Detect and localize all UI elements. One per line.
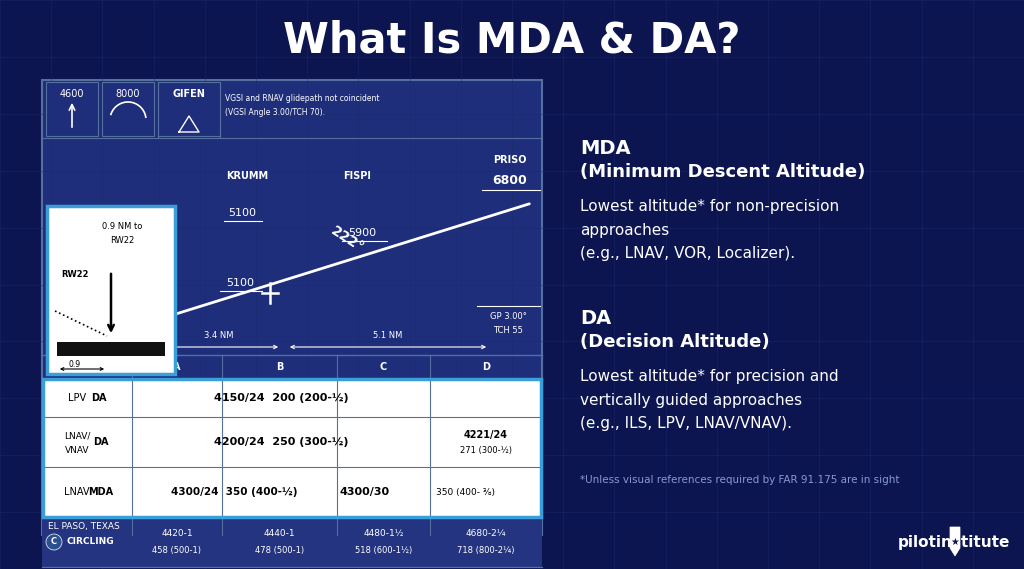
Text: 5.1 NM: 5.1 NM xyxy=(374,331,402,340)
Bar xyxy=(42,517,542,567)
Text: 5100: 5100 xyxy=(228,208,256,218)
Text: 4600: 4600 xyxy=(59,89,84,99)
Text: 4480-1½: 4480-1½ xyxy=(364,530,403,538)
Text: 5900: 5900 xyxy=(348,228,376,238)
Text: 4300/30: 4300/30 xyxy=(340,487,390,497)
Polygon shape xyxy=(950,527,961,556)
Bar xyxy=(42,379,542,417)
Text: pilotinstitute: pilotinstitute xyxy=(898,534,1010,550)
Text: *Unless visual references required by FAR 91.175 are in sight: *Unless visual references required by FA… xyxy=(580,475,899,485)
Text: (VGSI Angle 3.00/TCH 70).: (VGSI Angle 3.00/TCH 70). xyxy=(225,108,325,117)
Text: DA: DA xyxy=(93,437,109,447)
Bar xyxy=(42,517,542,567)
Text: (Minimum Descent Altitude): (Minimum Descent Altitude) xyxy=(580,163,865,181)
Text: C: C xyxy=(51,538,57,546)
Text: FISPI: FISPI xyxy=(343,171,371,181)
Bar xyxy=(42,80,542,535)
Text: What Is MDA & DA?: What Is MDA & DA? xyxy=(284,19,740,61)
Text: CATEGORY: CATEGORY xyxy=(58,362,116,372)
Text: A: A xyxy=(173,362,181,372)
Text: D: D xyxy=(482,362,490,372)
Text: 6800: 6800 xyxy=(493,174,527,187)
Text: 4420-1: 4420-1 xyxy=(161,530,193,538)
Text: DA: DA xyxy=(91,393,106,403)
Text: MDA: MDA xyxy=(580,138,631,158)
Text: 4680-2¼: 4680-2¼ xyxy=(466,530,506,538)
Text: 4150/24  200 (200-½): 4150/24 200 (200-½) xyxy=(214,393,348,403)
Text: 8000: 8000 xyxy=(116,89,140,99)
Bar xyxy=(47,206,175,374)
Text: 222°: 222° xyxy=(328,224,366,255)
Text: GIFEN: GIFEN xyxy=(173,89,206,99)
Bar xyxy=(158,82,220,136)
Text: 478 (500-1): 478 (500-1) xyxy=(255,546,304,555)
Text: KRUMM: KRUMM xyxy=(226,171,268,181)
Text: 0.9: 0.9 xyxy=(69,360,81,369)
Text: 5100: 5100 xyxy=(226,278,254,288)
Text: 3.4 NM: 3.4 NM xyxy=(204,331,233,340)
Text: 6 NM: 6 NM xyxy=(117,331,139,340)
Text: 4440-1: 4440-1 xyxy=(264,530,295,538)
Text: (Decision Altitude): (Decision Altitude) xyxy=(580,333,770,351)
Text: DA: DA xyxy=(580,308,611,328)
Bar xyxy=(42,417,542,467)
Text: LNAV/: LNAV/ xyxy=(63,431,90,440)
Text: ★: ★ xyxy=(950,537,959,547)
Bar xyxy=(42,467,542,517)
Text: 0.9 NM to: 0.9 NM to xyxy=(101,221,142,230)
Text: RW22: RW22 xyxy=(61,270,89,278)
Text: CIRCLING: CIRCLING xyxy=(67,538,114,546)
Text: 718 (800-2¼): 718 (800-2¼) xyxy=(458,546,515,555)
Text: GP 3.00°: GP 3.00° xyxy=(489,311,526,320)
Text: 4221/24: 4221/24 xyxy=(464,430,508,440)
Bar xyxy=(102,82,154,136)
Text: 350 (400- ⅜): 350 (400- ⅜) xyxy=(436,488,496,497)
Text: PRISO: PRISO xyxy=(494,155,526,165)
Text: C: C xyxy=(380,362,387,372)
Text: TCH 55: TCH 55 xyxy=(494,325,523,335)
Text: Lowest altitude* for precision and
vertically guided approaches
(e.g., ILS, LPV,: Lowest altitude* for precision and verti… xyxy=(580,369,839,431)
Bar xyxy=(43,379,541,517)
Circle shape xyxy=(46,534,62,550)
Bar xyxy=(46,82,98,136)
Text: LNAV: LNAV xyxy=(65,487,90,497)
Text: 271 (300-½): 271 (300-½) xyxy=(460,446,512,455)
Text: 4200/24  250 (300-½): 4200/24 250 (300-½) xyxy=(214,437,348,447)
Text: VGSI and RNAV glidepath not coincident: VGSI and RNAV glidepath not coincident xyxy=(225,93,380,102)
Bar xyxy=(57,342,165,356)
Text: EL PASO, TEXAS: EL PASO, TEXAS xyxy=(48,522,120,531)
Text: 458 (500-1): 458 (500-1) xyxy=(153,546,202,555)
Text: B: B xyxy=(275,362,284,372)
Text: RW22: RW22 xyxy=(110,236,134,245)
Text: VNAV: VNAV xyxy=(65,446,89,455)
Text: 4300/24  350 (400-½): 4300/24 350 (400-½) xyxy=(171,487,298,497)
Text: 518 (600-1½): 518 (600-1½) xyxy=(355,546,412,555)
Text: MDA: MDA xyxy=(88,487,114,497)
Text: LPV: LPV xyxy=(68,393,86,403)
Text: Lowest altitude* for non-precision
approaches
(e.g., LNAV, VOR, Localizer).: Lowest altitude* for non-precision appro… xyxy=(580,199,839,261)
